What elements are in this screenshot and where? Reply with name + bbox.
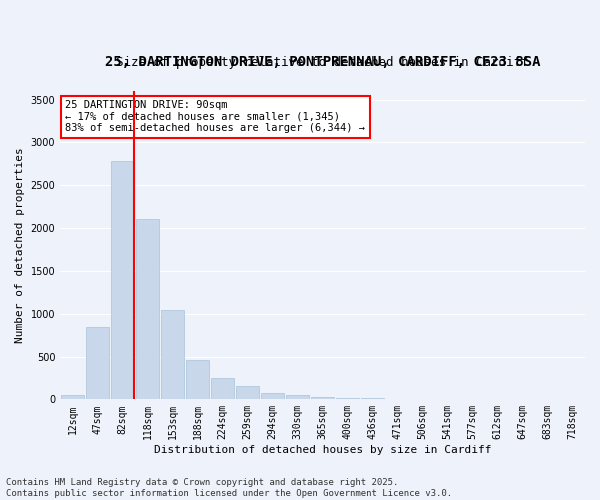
Text: 25, DARTINGTON DRIVE, PONTPRENNAU, CARDIFF, CF23 8SA: 25, DARTINGTON DRIVE, PONTPRENNAU, CARDI…	[105, 56, 541, 70]
X-axis label: Distribution of detached houses by size in Cardiff: Distribution of detached houses by size …	[154, 445, 491, 455]
Y-axis label: Number of detached properties: Number of detached properties	[15, 148, 25, 343]
Bar	[361, 398, 384, 400]
Bar	[236, 386, 259, 400]
Text: 25 DARTINGTON DRIVE: 90sqm
← 17% of detached houses are smaller (1,345)
83% of s: 25 DARTINGTON DRIVE: 90sqm ← 17% of deta…	[65, 100, 365, 134]
Bar	[211, 378, 234, 400]
Bar	[136, 218, 159, 400]
Text: Contains HM Land Registry data © Crown copyright and database right 2025.
Contai: Contains HM Land Registry data © Crown c…	[6, 478, 452, 498]
Bar	[161, 310, 184, 400]
Bar	[262, 394, 284, 400]
Title: Size of property relative to detached houses in Cardiff: Size of property relative to detached ho…	[116, 56, 529, 69]
Bar	[187, 360, 209, 400]
Bar	[286, 395, 309, 400]
Bar	[112, 161, 134, 400]
Bar	[337, 398, 359, 400]
Bar	[311, 397, 334, 400]
Bar	[61, 395, 84, 400]
Bar	[86, 326, 109, 400]
